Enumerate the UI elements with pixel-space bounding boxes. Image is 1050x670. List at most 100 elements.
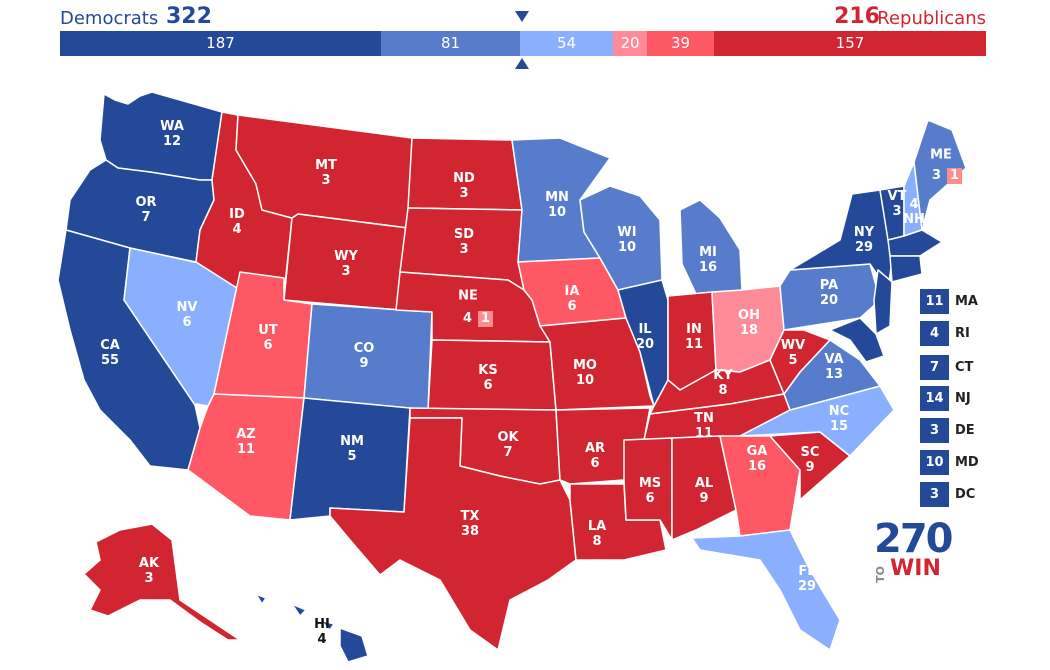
small-state-ev: 4	[920, 321, 949, 346]
270towin-logo[interactable]: 270 TO WIN	[873, 516, 954, 586]
state-label-sc: SC 9	[800, 445, 820, 475]
state-shape-az[interactable]	[187, 393, 305, 521]
small-state-row[interactable]: 14 NJ	[920, 386, 971, 411]
bar-segment-lean-dem: 54	[520, 31, 613, 56]
state-label-tx: TX 38	[460, 509, 480, 539]
state-label-wa: WA 12	[160, 119, 184, 149]
democrats-total: 322	[166, 4, 212, 29]
state-label-az: AZ 11	[236, 427, 256, 457]
state-label-la: LA 8	[587, 519, 607, 549]
state-label-mt: MT 3	[315, 158, 337, 188]
small-state-row[interactable]: 3 DC	[920, 482, 975, 507]
small-state-row[interactable]: 10 MD	[920, 450, 979, 475]
state-label-co: CO 9	[353, 341, 375, 371]
republicans-label: Republicans	[877, 8, 986, 29]
state-label-tn: TN 11	[694, 411, 714, 441]
state-label-mo: MO 10	[573, 358, 597, 388]
state-shape-hi[interactable]	[255, 593, 369, 663]
state-label-ky: KY 8	[713, 368, 733, 398]
state-label-wi: WI 10	[617, 225, 637, 255]
logo-number: 270	[874, 516, 953, 562]
me-district-badge: 1	[947, 168, 963, 184]
bar-segment-likely-dem: 81	[381, 31, 520, 56]
bar-segment-lean-rep: 39	[647, 31, 714, 56]
bar-segment-safe-rep: 157	[714, 31, 986, 56]
midpoint-up-arrow-icon	[515, 58, 529, 69]
state-label-nc: NC 15	[828, 404, 850, 434]
republicans-total: 216	[834, 4, 880, 29]
state-label-hi: HI 4	[314, 617, 330, 647]
small-state-row[interactable]: 3 DE	[920, 418, 975, 443]
state-shape-nj[interactable]	[873, 269, 893, 335]
small-state-ev: 3	[920, 482, 949, 507]
small-state-abbr: RI	[955, 326, 970, 341]
small-state-row[interactable]: 4 RI	[920, 321, 970, 346]
midpoint-down-arrow-icon	[515, 11, 529, 22]
state-label-fl: FL 29	[797, 564, 817, 594]
small-state-abbr: MA	[955, 294, 978, 309]
state-label-wv: WV 5	[780, 338, 806, 368]
state-label-mn: MN 10	[545, 190, 569, 220]
state-shape-mi[interactable]	[679, 199, 743, 295]
small-state-abbr: MD	[955, 455, 979, 470]
state-label-al: AL 9	[694, 476, 714, 506]
state-label-or: OR 7	[135, 195, 157, 225]
electoral-vote-bar: 187 81 54 20 39 157	[60, 31, 986, 56]
state-shape-fl[interactable]	[691, 529, 841, 651]
small-state-row[interactable]: 11 MA	[920, 289, 978, 314]
state-label-oh: OH 18	[738, 308, 760, 338]
state-label-sd: SD 3	[453, 227, 475, 257]
democrats-label: Democrats	[60, 8, 159, 29]
state-shape-md-de[interactable]	[829, 317, 885, 363]
state-label-nh: 4 NH	[903, 197, 925, 227]
small-state-ev: 11	[920, 289, 949, 314]
state-shape-tx[interactable]	[329, 417, 577, 651]
small-state-ev: 10	[920, 450, 949, 475]
state-shape-ak[interactable]	[83, 523, 241, 641]
state-label-ne: NE	[458, 288, 478, 304]
small-state-abbr: CT	[955, 360, 974, 375]
state-label-ms: MS 6	[638, 476, 662, 506]
state-label-va: VA 13	[824, 352, 844, 382]
small-state-row[interactable]: 7 CT	[920, 355, 973, 380]
state-label-pa: PA 20	[819, 278, 839, 308]
state-label-nm: NM 5	[340, 434, 364, 464]
state-label-ks: KS 6	[478, 363, 498, 393]
small-state-ev: 14	[920, 386, 949, 411]
small-state-abbr: DC	[955, 487, 976, 502]
state-label-ny: NY 29	[853, 225, 875, 255]
ne-district-badge: 1	[478, 311, 494, 327]
state-label-ga: GA 16	[746, 444, 768, 474]
logo-win: WIN	[890, 556, 941, 581]
state-label-nd: ND 3	[453, 171, 475, 201]
state-label-id: ID 4	[229, 207, 245, 237]
state-shape-al[interactable]	[671, 435, 737, 541]
state-label-ak: AK 3	[138, 556, 160, 586]
state-label-mi: MI 16	[698, 245, 718, 275]
state-label-wy: WY 3	[334, 249, 358, 279]
state-shape-wi[interactable]	[579, 185, 663, 291]
state-label-ok: OK 7	[497, 430, 519, 460]
state-label-ca: CA 55	[100, 338, 120, 368]
logo-to: TO	[873, 566, 887, 583]
state-label-in: IN 11	[684, 322, 704, 352]
bar-segment-safe-dem: 187	[60, 31, 381, 56]
state-label-ut: UT 6	[258, 323, 278, 353]
small-state-abbr: NJ	[955, 391, 971, 406]
small-state-ev: 3	[920, 418, 949, 443]
small-state-ev: 7	[920, 355, 949, 380]
state-label-il: IL 20	[635, 322, 655, 352]
small-state-abbr: DE	[955, 423, 975, 438]
state-label-ar: AR 6	[584, 441, 606, 471]
state-shape-wy[interactable]	[283, 213, 409, 311]
header: Democrats 322 216 Republicans	[60, 2, 986, 30]
state-label-ia: IA 6	[564, 284, 580, 314]
state-label-me: ME	[930, 147, 952, 163]
bar-segment-tilt-rep: 20	[613, 31, 647, 56]
state-label-nv: NV 6	[176, 300, 198, 330]
state-label-vt: VT 3	[887, 189, 907, 219]
state-shape-ct-ri[interactable]	[889, 255, 923, 283]
